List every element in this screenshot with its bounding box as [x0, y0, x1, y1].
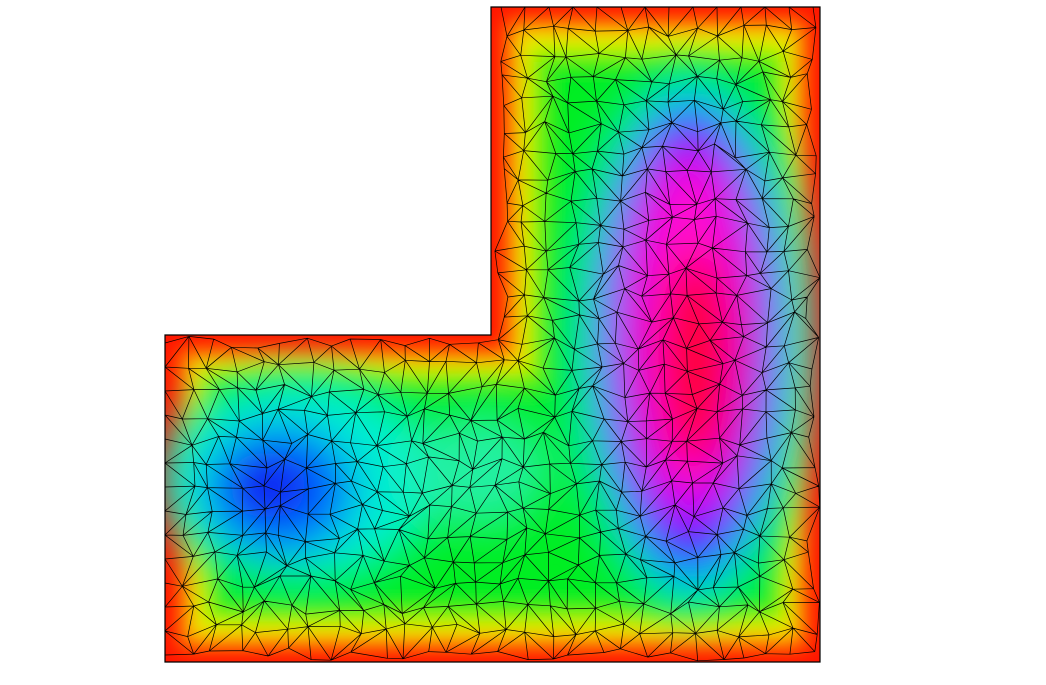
mesh-edges — [165, 7, 820, 662]
color-field — [165, 7, 820, 662]
mesh — [165, 7, 820, 662]
domain-boundary — [164, 6, 821, 663]
